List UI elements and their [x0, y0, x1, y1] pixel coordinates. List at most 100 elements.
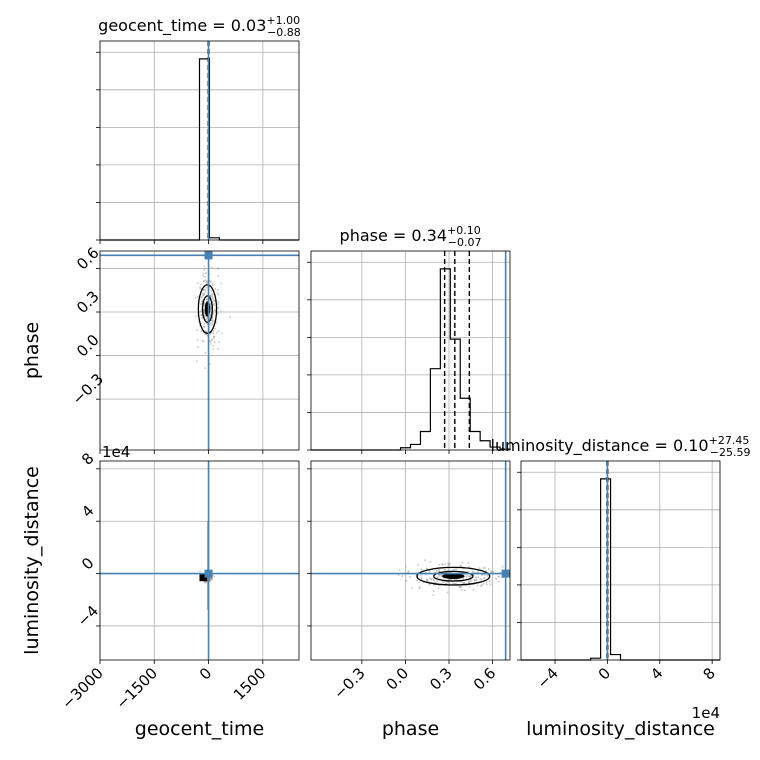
panel-geocent_time-vs-phase-sample-26: [220, 311, 222, 313]
panel-phase-vs-luminosity_distance-sample-126: [438, 575, 440, 577]
panel-geocent_time-vs-phase-sample-37: [203, 304, 206, 307]
panel-geocent_time-vs-phase-sample-172: [198, 324, 201, 327]
panel-phase-vs-luminosity_distance-sample-81: [447, 564, 450, 567]
panel-geocent_time-vs-phase-sample-239: [212, 337, 215, 340]
panel-phase-vs-luminosity_distance-sample-222: [495, 578, 497, 580]
panel-phase-vs-luminosity_distance-sample-106: [476, 584, 479, 587]
ytick-label-phase-0: −0.3: [69, 370, 107, 408]
panel-geocent_time-vs-phase-sample-199: [210, 319, 212, 322]
panel-phase-vs-luminosity_distance-sample-217: [488, 567, 490, 570]
panel-geocent_time-vs-phase-sample-247: [209, 313, 212, 316]
panel-geocent_time-vs-phase-truth-point: [204, 251, 213, 260]
panel-geocent_time-vs-phase-sample-100: [203, 326, 206, 328]
panel-phase-vs-luminosity_distance-sample-192: [398, 569, 401, 571]
panel-geocent_time-vs-phase-sample-19: [204, 288, 206, 291]
panel-phase-vs-luminosity_distance-contour-inner: [433, 570, 474, 582]
panel-geocent_time-vs-phase-sample-112: [205, 330, 207, 333]
panel-luminosity_distance-frame: [520, 460, 721, 661]
xtick-label-phase-0: −0.3: [330, 664, 368, 702]
panel-phase-vs-luminosity_distance-sample-65: [407, 571, 409, 574]
panel-phase-vs-luminosity_distance-sample-196: [469, 574, 472, 577]
panel-phase-vs-luminosity_distance-sample-221: [470, 579, 472, 582]
panel-geocent_time-vs-phase-sample-93: [210, 343, 212, 345]
panel-phase-vs-luminosity_distance-sample-134: [482, 567, 485, 570]
panel-geocent_time-vs-phase-sample-214: [202, 275, 204, 277]
panel-geocent_time-vs-phase-sample-232: [209, 309, 212, 311]
panel-phase-vs-luminosity_distance-sample-188: [405, 565, 407, 568]
panel-geocent_time-vs-phase-sample-234: [200, 283, 203, 286]
panel-geocent_time-vs-phase-sample-120: [208, 280, 211, 282]
panel-geocent_time-frame: [99, 40, 300, 241]
panel-geocent_time-vs-phase-sample-194: [194, 296, 197, 299]
panel-geocent_time-vs-phase-sample-206: [217, 306, 219, 309]
xtick-label-phase-2: 0.3: [426, 664, 456, 694]
panel-geocent_time-vs-phase-sample-130: [199, 286, 201, 288]
panel-phase-vs-luminosity_distance-sample-135: [462, 577, 465, 580]
panel-phase-vs-luminosity_distance-sample-59: [445, 583, 447, 585]
panel-phase-vs-luminosity_distance-sample-173: [447, 562, 449, 565]
panel-geocent_time-vs-phase-sample-181: [211, 300, 214, 303]
panel-geocent_time-vs-phase-sample-165: [206, 334, 209, 337]
panel-phase-vs-luminosity_distance-sample-35: [448, 582, 450, 584]
panel-phase-vs-luminosity_distance-sample-109: [481, 584, 483, 586]
panel-geocent_time-vs-luminosity_distance-sample-65: [213, 575, 216, 578]
xtick-label-luminosity_distance-2: 4: [647, 664, 666, 683]
panel-geocent_time-vs-phase-sample-13: [211, 319, 214, 321]
panel-phase-vs-luminosity_distance-sample-123: [437, 570, 440, 573]
panel-geocent_time-vs-phase-sample-192: [204, 333, 206, 335]
panel-phase-vs-luminosity_distance-sample-1: [475, 579, 478, 582]
panel-phase-vs-luminosity_distance-sample-187: [426, 579, 428, 581]
panel-geocent_time-vs-phase-sample-150: [205, 281, 207, 284]
panel-phase-vs-luminosity_distance-sample-194: [498, 580, 500, 583]
title-phase: phase = 0.34+0.10 −0.07: [340, 224, 482, 249]
panel-geocent_time-vs-phase-sample-183: [216, 307, 219, 310]
panel-phase-vs-luminosity_distance-sample-169: [438, 570, 441, 573]
panel-phase-vs-luminosity_distance-sample-31: [478, 567, 481, 570]
panel-geocent_time-vs-phase-sample-142: [212, 323, 214, 326]
panel-phase-vs-luminosity_distance-sample-136: [455, 578, 458, 581]
panel-geocent_time-vs-phase-sample-128: [203, 325, 205, 328]
panel-geocent_time-vs-phase-sample-218: [205, 333, 208, 335]
xlabel-geocent_time: geocent_time: [135, 718, 264, 740]
panel-phase-vs-luminosity_distance-sample-132: [485, 569, 487, 572]
histogram-geocent_time: [100, 58, 299, 241]
panel-phase-vs-luminosity_distance-sample-84: [453, 582, 456, 585]
panel-phase-vs-luminosity_distance-sample-57: [452, 569, 454, 571]
panel-geocent_time-vs-phase-sample-203: [212, 297, 214, 300]
panel-phase-vs-luminosity_distance-sample-94: [450, 578, 453, 581]
panel-phase-vs-luminosity_distance-sample-245: [447, 579, 450, 581]
panel-phase-vs-luminosity_distance-sample-111: [467, 561, 470, 564]
panel-geocent_time-vs-luminosity_distance-sample-163: [211, 577, 214, 580]
panel-phase-vs-luminosity_distance-sample-141: [448, 563, 450, 566]
panel-phase-vs-luminosity_distance-sample-115: [417, 564, 419, 566]
panel-geocent_time-vs-phase-sample-209: [205, 315, 207, 317]
panel-geocent_time-vs-luminosity_distance-sample-249: [211, 574, 214, 576]
panel-phase-vs-luminosity_distance-sample-97: [407, 570, 410, 573]
title-luminosity_distance: luminosity_distance = 0.10+27.45 −25.59: [491, 434, 751, 459]
panel-phase-vs-luminosity_distance-frame: [310, 460, 511, 661]
panel-geocent_time-vs-phase-sample-96: [217, 288, 219, 291]
panel-geocent_time-vs-phase-sample-254: [204, 318, 207, 321]
panel-phase-vs-luminosity_distance-sample-131: [455, 579, 457, 582]
panel-geocent_time-vs-phase-sample-193: [200, 314, 203, 316]
xtick-label-geocent_time-2: 0: [196, 664, 215, 683]
panel-phase-vs-luminosity_distance-sample-150: [432, 590, 435, 592]
panel-geocent_time-vs-phase-sample-86: [196, 282, 199, 285]
panel-geocent_time-vs-phase-sample-39: [204, 290, 207, 293]
panel-geocent_time-vs-phase-sample-226: [200, 310, 203, 312]
panel-geocent_time-vs-phase-contour-outer: [197, 284, 218, 334]
panel-geocent_time-vs-phase-sample-53: [217, 348, 219, 350]
ytick-label-phase-1: 0.0: [73, 331, 103, 361]
panel-phase-vs-luminosity_distance-sample-199: [453, 568, 456, 571]
panel-geocent_time-vs-phase-sample-24: [209, 316, 212, 318]
panel-phase-vs-luminosity_distance-sample-182: [473, 579, 476, 581]
panel-geocent_time-vs-phase-sample-114: [208, 321, 211, 324]
panel-phase-vs-luminosity_distance-sample-130: [429, 561, 432, 563]
panel-geocent_time-vs-phase-sample-146: [211, 295, 214, 298]
panel-phase-vs-luminosity_distance-truth-point: [501, 569, 510, 578]
ytick-label-luminosity_distance-1: 0: [78, 554, 97, 573]
ytick-label-phase-3: 0.6: [73, 244, 103, 274]
panel-geocent_time-vs-luminosity_distance-sample-246: [209, 576, 212, 579]
panel-phase-vs-luminosity_distance-sample-179: [475, 576, 477, 579]
panel-geocent_time-vs-phase-sample-166: [201, 295, 204, 298]
